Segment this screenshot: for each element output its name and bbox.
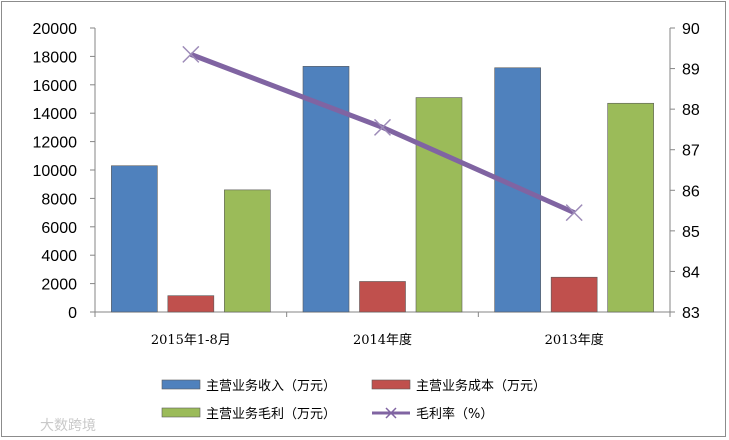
right-tick-label: 84: [682, 264, 700, 281]
left-axis-ticks: 0 2000 4000 6000 8000 10000 12000 14000 16000 180…: [33, 21, 95, 322]
bar: [550, 276, 598, 313]
category-label: 2014年度: [353, 332, 412, 348]
bar: [415, 97, 463, 313]
bar: [302, 66, 350, 313]
category-label: 2015年1-8月: [151, 333, 231, 348]
right-tick-label: 89: [682, 62, 700, 79]
left-tick-label: 4000: [41, 248, 77, 265]
legend-swatch: [161, 407, 201, 418]
legend-swatch: [371, 379, 411, 390]
line-point: [182, 45, 200, 63]
legend-label: 主营业务毛利（万元）: [206, 406, 336, 422]
line-point: [373, 118, 392, 136]
left-tick-label: 20000: [33, 21, 78, 38]
left-tick-label: 8000: [41, 191, 77, 208]
watermark: 大数跨境: [40, 418, 96, 434]
right-axis-ticks: 83 84 85 86 87 88 89 90: [670, 21, 700, 322]
bar: [607, 102, 654, 313]
right-tick-label: 85: [682, 224, 700, 241]
left-tick-label: 0: [68, 305, 77, 322]
right-tick-label: 86: [682, 183, 700, 200]
bar: [224, 189, 271, 313]
left-tick-label: 2000: [41, 277, 77, 294]
left-tick-label: 14000: [33, 106, 78, 123]
right-tick-label: 87: [682, 143, 700, 160]
legend-label: 主营业务成本（万元）: [416, 378, 546, 394]
legend-swatch: [161, 379, 201, 390]
bar: [359, 281, 406, 313]
left-tick-label: 12000: [33, 135, 78, 152]
margin-line: [182, 45, 583, 222]
legend: 主营业务收入（万元） 主营业务成本（万元） 主营业务毛利（万元） 毛利率（%）: [161, 378, 546, 422]
line-point: [565, 204, 583, 222]
category-label: 2013年度: [545, 332, 604, 348]
left-tick-label: 10000: [33, 163, 78, 180]
legend-item: 毛利率（%）: [372, 406, 493, 422]
legend-marker: [385, 407, 397, 419]
legend-label: 主营业务收入（万元）: [206, 378, 336, 394]
left-tick-label: 6000: [41, 220, 77, 237]
legend-item: 主营业务收入（万元）: [161, 378, 336, 394]
legend-item: 主营业务成本（万元）: [371, 378, 546, 394]
category-labels: 2015年1-8月 2014年度 2013年度: [151, 332, 604, 348]
right-tick-label: 83: [682, 305, 700, 322]
left-tick-label: 16000: [33, 78, 78, 95]
bar: [111, 165, 158, 313]
legend-item: 主营业务毛利（万元）: [161, 406, 336, 422]
bar: [167, 295, 215, 313]
bars: [111, 66, 654, 313]
watermark-text: 大数跨境: [40, 418, 96, 434]
axes: [94, 28, 671, 317]
legend-label: 毛利率（%）: [416, 406, 493, 422]
right-tick-label: 88: [682, 102, 700, 119]
right-tick-label: 90: [682, 21, 700, 38]
left-tick-label: 18000: [33, 49, 78, 66]
